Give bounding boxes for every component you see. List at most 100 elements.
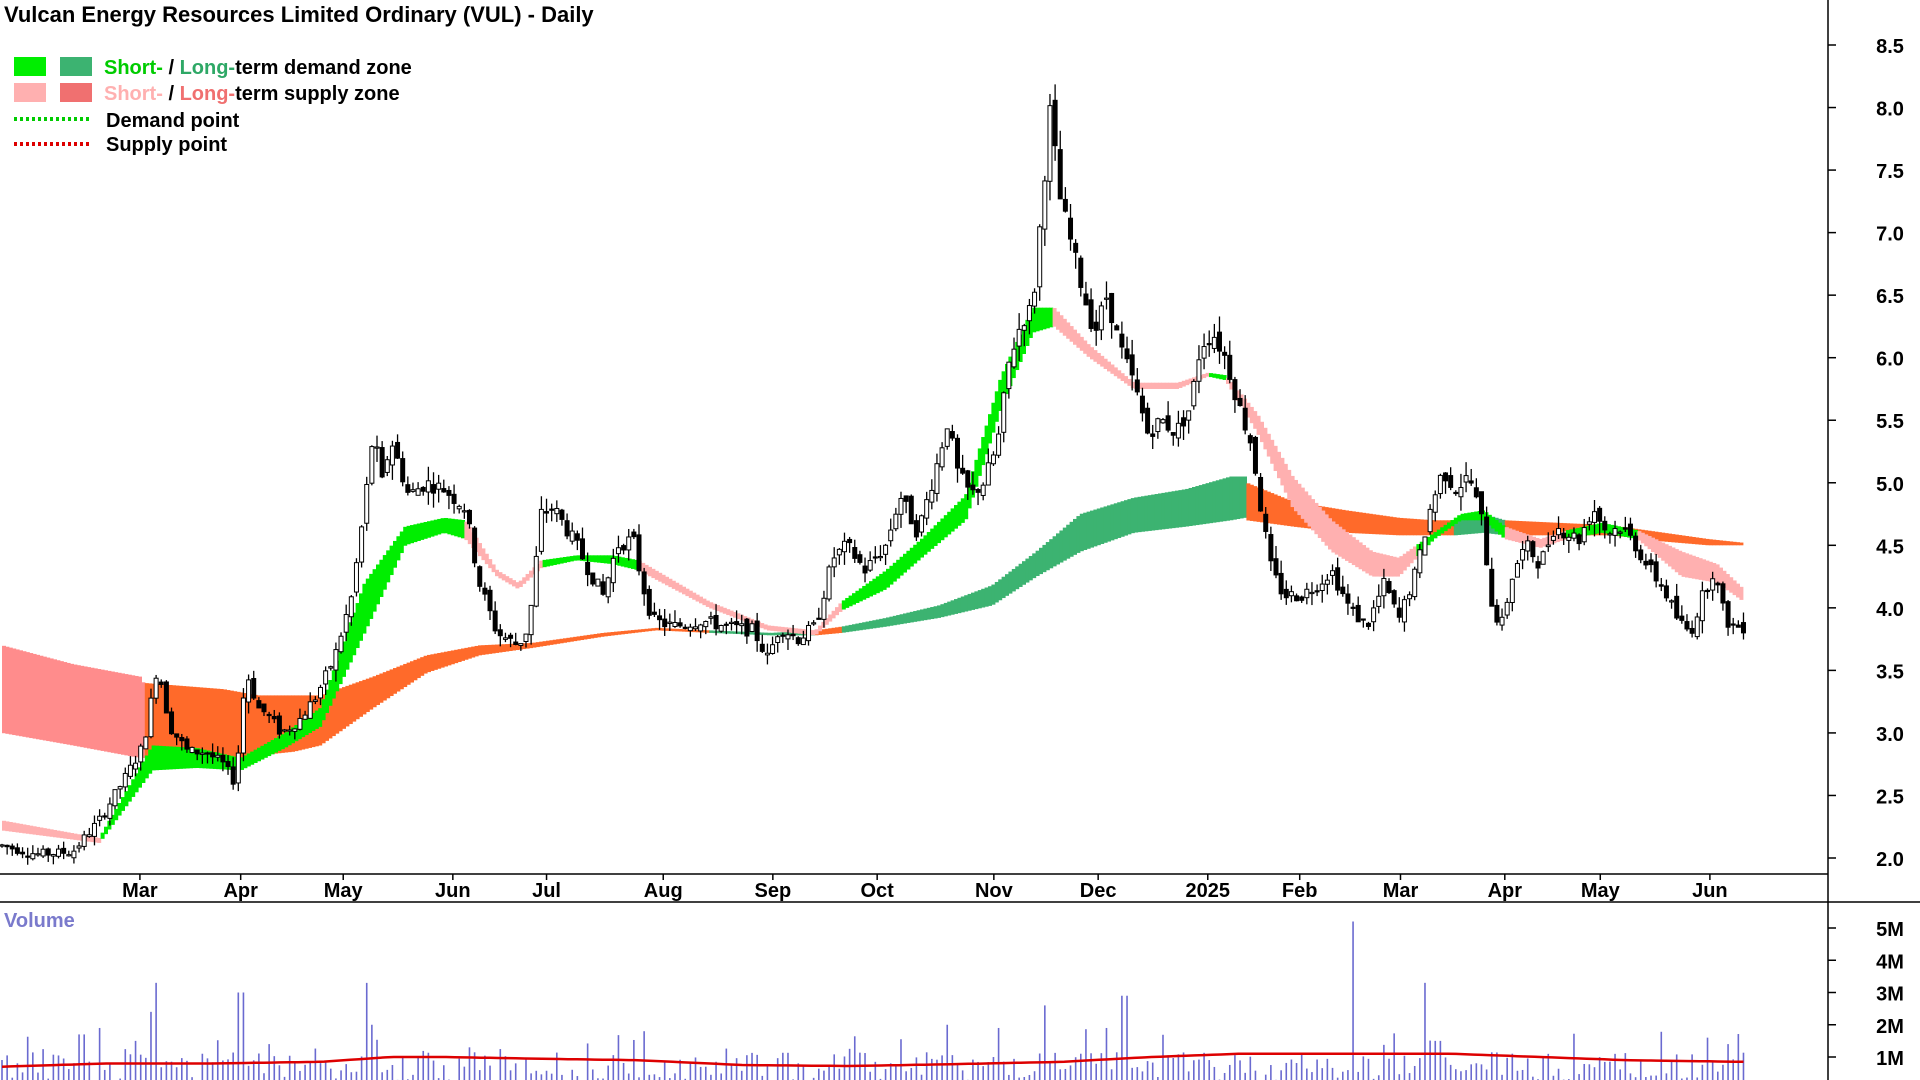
candle-up <box>687 626 693 632</box>
long-zone-supply-slice <box>294 695 299 752</box>
candle-down <box>1561 532 1567 539</box>
short-zone-demand-slice <box>903 553 907 573</box>
short-zone-demand-slice <box>423 522 428 539</box>
short-zone-demand-slice <box>321 699 326 721</box>
long-zone-demand-slice <box>763 632 768 636</box>
short-zone-supply-slice <box>63 831 68 839</box>
short-zone-supply-slice <box>1283 463 1288 493</box>
long-zone-supply-slice <box>617 631 622 635</box>
candle-up <box>1330 570 1336 576</box>
long-zone-supply-slice <box>1392 517 1397 536</box>
short-zone-supply-slice <box>1555 533 1560 543</box>
short-zone-demand-slice <box>576 555 581 561</box>
candle-down <box>1535 561 1541 569</box>
short-zone-demand-slice <box>376 564 380 605</box>
long-zone-demand-slice <box>1018 563 1023 587</box>
long-zone-early-slice <box>32 653 37 739</box>
candle-down <box>975 489 981 493</box>
short-zone-demand-slice <box>899 556 904 576</box>
long-zone-supply-slice <box>1375 514 1380 535</box>
long-zone-demand-slice <box>1144 495 1149 532</box>
candle-up <box>374 446 380 449</box>
short-zone-demand-slice <box>954 505 958 529</box>
long-zone-demand-slice <box>855 623 860 631</box>
candle-up <box>1021 325 1027 331</box>
long-zone-early-slice <box>56 660 61 743</box>
long-zone-supply-slice <box>1538 521 1543 536</box>
candle-down <box>1139 395 1145 414</box>
price-tick-label: 5.5 <box>1876 411 1904 433</box>
long-zone-supply-slice <box>835 627 839 634</box>
short-zone-demand-slice <box>440 518 445 534</box>
short-zone-demand-slice <box>260 745 265 760</box>
candle-up <box>1566 536 1572 541</box>
long-zone-demand-slice <box>1124 500 1128 536</box>
candle-down <box>970 484 976 491</box>
short-zone-supply-slice <box>1127 378 1132 386</box>
long-zone-early-slice <box>63 662 68 745</box>
long-zone-supply-slice <box>379 673 384 703</box>
candle-up <box>338 635 344 653</box>
short-zone-demand-slice <box>450 518 455 536</box>
short-zone-supply-slice <box>675 582 680 591</box>
short-zone-supply-slice <box>824 618 829 625</box>
short-zone-demand-slice <box>314 710 319 729</box>
short-zone-supply-slice <box>1702 559 1706 581</box>
candle-up <box>1499 616 1505 626</box>
long-zone-demand-slice <box>1171 491 1176 529</box>
long-zone-supply-slice <box>1331 508 1336 532</box>
candle-down <box>903 495 909 502</box>
short-zone-supply-slice <box>1117 370 1122 379</box>
short-zone-supply-slice <box>1372 551 1377 577</box>
long-zone-demand-slice <box>852 624 856 632</box>
short-zone-demand-slice <box>427 521 431 538</box>
candle-up <box>343 614 349 633</box>
long-zone-early-slice <box>131 675 136 757</box>
long-zone-demand-slice <box>1052 536 1057 567</box>
short-zone-demand-slice <box>379 559 384 597</box>
long-zone-demand-slice <box>1093 509 1098 547</box>
candle-down <box>631 531 637 538</box>
short-zone-supply-slice <box>1107 361 1111 372</box>
short-zone-supply-slice <box>1270 439 1275 464</box>
short-zone-supply-slice <box>1328 518 1332 550</box>
long-zone-early-slice <box>141 682 146 758</box>
long-zone-supply-slice <box>1702 538 1706 545</box>
long-zone-supply-slice <box>610 632 615 636</box>
candle-down <box>965 470 971 488</box>
short-zone-supply-slice <box>651 568 656 579</box>
short-zone-supply-slice <box>1171 382 1176 389</box>
short-zone-demand-slice <box>848 595 853 607</box>
candle-down <box>862 565 868 574</box>
short-zone-supply-slice <box>736 613 741 619</box>
short-zone-demand-slice <box>583 555 588 562</box>
short-zone-demand-slice <box>947 511 952 535</box>
candle-up <box>287 729 293 732</box>
short-zone-demand-slice <box>1470 512 1475 521</box>
short-zone-demand-slice <box>542 559 547 568</box>
short-zone-demand-slice <box>920 538 924 558</box>
long-zone-supply-slice <box>342 687 346 729</box>
short-zone-supply-slice <box>73 833 78 840</box>
short-zone-demand-slice <box>1576 527 1581 538</box>
short-zone-supply-slice <box>481 548 486 561</box>
price-axis: 2.0 2.5 3.0 3.5 4.0 4.5 5.0 5.5 6.0 6.5 7.0 7.5 8.0 8… <box>1828 36 1904 871</box>
short-zone-supply-slice <box>1351 537 1356 566</box>
candle-up <box>97 815 103 821</box>
short-zone-supply-slice <box>87 836 91 842</box>
short-zone-supply-slice <box>814 629 819 635</box>
candle-up <box>672 622 678 627</box>
short-zone-supply-slice <box>1141 382 1145 389</box>
candle-up <box>40 848 46 857</box>
candle-down <box>621 545 627 551</box>
candle-up <box>1011 348 1017 368</box>
short-zone-demand-slice <box>294 724 299 742</box>
short-zone-supply-slice <box>1202 373 1207 379</box>
long-zone-supply-slice <box>522 643 527 650</box>
long-zone-supply-slice <box>393 668 397 694</box>
short-zone-demand-slice <box>1430 534 1434 542</box>
candle-down <box>492 610 498 632</box>
candle-down <box>1237 397 1243 407</box>
long-zone-supply-slice <box>525 643 530 649</box>
long-zone-supply-slice <box>576 636 581 641</box>
